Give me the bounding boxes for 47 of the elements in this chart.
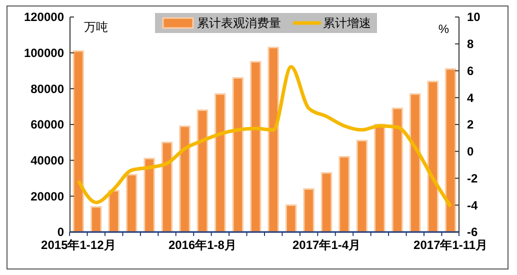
x-tick-label: 2015年1-12月	[41, 238, 116, 252]
bar	[161, 142, 173, 233]
x-tick-label: 2016年1-8月	[168, 238, 236, 252]
y-tick-label: 120000	[24, 10, 64, 24]
y-tick-label: 0	[57, 225, 64, 240]
bar	[72, 50, 84, 233]
bar	[285, 204, 297, 233]
bar	[144, 158, 155, 233]
bar	[303, 188, 314, 233]
x-tick-label: 2017年1-11月	[414, 238, 488, 252]
y-tick-label: 80000	[30, 82, 64, 96]
y-tick-label: 40000	[30, 154, 64, 168]
y-tick-label: 60000	[30, 118, 64, 132]
bar	[427, 80, 438, 233]
bar	[232, 77, 244, 233]
bar	[320, 172, 332, 233]
bar	[268, 46, 279, 233]
bar	[179, 126, 190, 233]
y2-tick-label: 8	[467, 37, 474, 52]
y2-tick-label: 10	[467, 10, 481, 24]
bar	[108, 190, 120, 233]
y2-tick-label: 4	[467, 90, 474, 105]
bar	[196, 109, 208, 233]
bar	[214, 93, 226, 233]
y2-tick-label: -2	[467, 171, 478, 186]
bar	[374, 124, 386, 233]
y2-tick-label: 6	[467, 64, 474, 78]
line-series	[76, 64, 452, 208]
bar	[338, 156, 350, 233]
y2-tick-label: -4	[467, 198, 478, 212]
bar	[392, 108, 404, 233]
y-tick-label: 20000	[30, 189, 64, 204]
y2-tick-label: -6	[467, 225, 478, 240]
bar	[410, 93, 421, 233]
annotation: 万吨	[84, 20, 108, 34]
y2-tick-label: 0	[467, 144, 474, 159]
y2-tick-label: 2	[467, 118, 474, 132]
legend-label: 累计增速	[323, 16, 371, 30]
x-tick-label: 2017年1-4月	[292, 238, 361, 252]
bar	[250, 61, 262, 233]
legend-label: 累计表观消费量	[197, 16, 281, 30]
bar	[356, 140, 368, 233]
y-tick-label: 100000	[24, 46, 64, 60]
annotation: %	[438, 22, 450, 36]
bar	[126, 174, 138, 233]
bar	[90, 206, 102, 233]
bar	[444, 68, 456, 233]
